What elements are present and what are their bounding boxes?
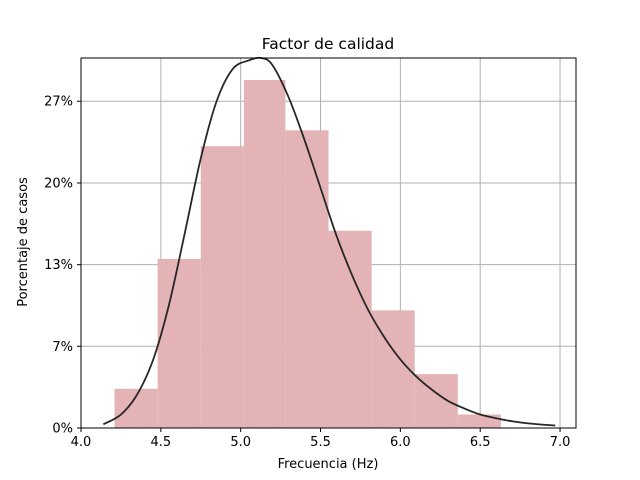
bar-1 xyxy=(157,258,201,428)
y-tick-label-0: 0% xyxy=(52,422,73,437)
chart-title: Factor de calidad xyxy=(262,35,394,53)
density-curve-layer xyxy=(102,56,556,427)
bar-3 xyxy=(243,80,286,428)
bar-4 xyxy=(285,130,329,428)
x-axis-label: Frecuencia (Hz) xyxy=(278,457,379,472)
y-tick-label-4: 27% xyxy=(44,95,73,110)
y-tick-label-2: 13% xyxy=(44,258,73,273)
plot-frame xyxy=(80,57,577,429)
x-tick-label-6: 7.0 xyxy=(550,435,571,450)
bar-2 xyxy=(200,146,244,428)
bar-5 xyxy=(328,230,372,428)
x-tick-label-3: 5.5 xyxy=(310,435,331,450)
x-axis-ticks: 4.0 4.5 5.0 5.5 6.0 6.5 7.0 xyxy=(71,428,571,450)
y-tick-label-3: 20% xyxy=(44,176,73,191)
histogram-bars xyxy=(114,80,501,428)
x-tick-label-2: 5.0 xyxy=(230,435,251,450)
x-tick-label-1: 4.5 xyxy=(150,435,171,450)
density-curve xyxy=(102,56,556,427)
y-axis-label: Porcentaje de casos xyxy=(16,177,31,307)
y-axis-ticks: 0% 7% 13% 20% 27% xyxy=(44,95,81,437)
bar-7 xyxy=(414,374,458,428)
x-tick-label-5: 6.5 xyxy=(470,435,491,450)
x-tick-label-4: 6.0 xyxy=(390,435,411,450)
bar-8 xyxy=(457,414,501,428)
x-tick-label-0: 4.0 xyxy=(71,435,92,450)
y-tick-label-1: 7% xyxy=(52,340,73,355)
